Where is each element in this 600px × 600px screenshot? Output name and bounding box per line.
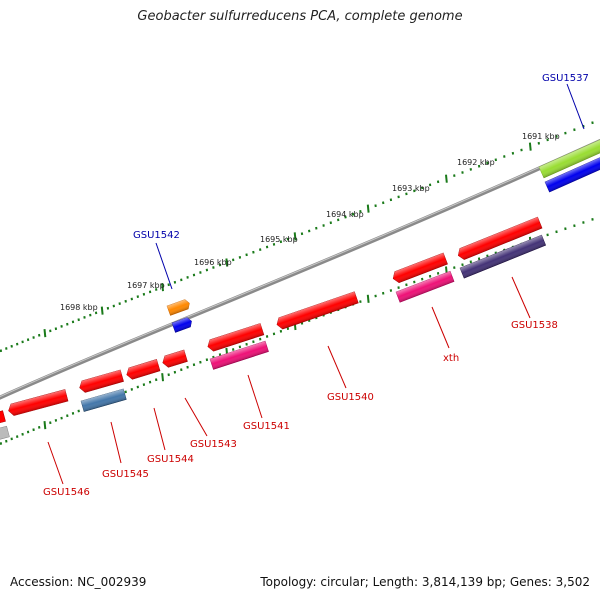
major-tick [161, 373, 164, 382]
gene-gsu1542[interactable] [166, 298, 191, 316]
gene-label-gsu1543[interactable]: GSU1543 [190, 439, 237, 450]
major-tick [225, 258, 229, 267]
gene-gsu1545[interactable] [78, 369, 124, 394]
tick-labels: 1691 kbp 1692 kbp 1693 kbp 1694 kbp 1695… [60, 132, 560, 312]
gene-gsu1541-b[interactable] [209, 340, 269, 370]
gene-gsu1537-b[interactable] [544, 154, 600, 193]
gene-gsu1537[interactable] [538, 137, 600, 179]
major-tick [293, 232, 297, 241]
gene-label-gsu1538[interactable]: GSU1538 [511, 320, 558, 331]
gene-label-xth[interactable]: xth [443, 353, 459, 364]
gene-xth[interactable] [391, 252, 448, 284]
leader-gsu1541 [247, 374, 263, 419]
genome-summary-text: Topology: circular; Length: 3,814,139 bp… [260, 575, 590, 589]
genome-backbone-highlight [0, 139, 600, 398]
tick-label: 1691 kbp [522, 132, 560, 141]
major-tick [43, 421, 47, 430]
leader-gsu1537 [566, 83, 585, 130]
major-tick [161, 283, 164, 292]
tick-label: 1695 kbp [260, 235, 298, 244]
gene-label-gsu1537[interactable]: GSU1537 [542, 73, 589, 84]
leader-xth [431, 306, 450, 349]
label-leader-lines [47, 83, 585, 485]
tick-label: 1693 kbp [392, 184, 430, 193]
gene-label-gsu1544[interactable]: GSU1544 [147, 454, 194, 465]
tick-label: 1698 kbp [60, 303, 98, 312]
gene-gsu1545-b[interactable] [80, 388, 127, 412]
leader-gsu1546 [47, 441, 64, 485]
tick-label: 1696 kbp [194, 258, 232, 267]
gene-gsu1542-b[interactable] [171, 317, 193, 333]
gene-gsu1546[interactable] [7, 389, 69, 416]
gene-gsu1538[interactable] [456, 216, 543, 261]
accession-text: Accession: NC_002939 [10, 575, 147, 589]
major-tick [445, 174, 448, 183]
outer-scale-track [0, 121, 594, 353]
gene-gsu1547-b[interactable] [0, 425, 10, 440]
major-tick [366, 204, 370, 213]
major-tick [528, 142, 532, 151]
genome-title: Geobacter sulfurreducens PCA, complete g… [137, 9, 463, 24]
major-tick [43, 329, 47, 338]
gene-gsu1541[interactable] [206, 323, 265, 352]
major-tick [366, 294, 370, 303]
gene-gsu1547[interactable] [0, 410, 6, 424]
major-tick [100, 306, 104, 315]
genome-backbone [0, 138, 600, 400]
gene-gsu1543[interactable] [161, 349, 188, 368]
gene-labels: GSU1537 GSU1538 xth GSU1540 GSU1541 GSU1… [43, 73, 589, 498]
leader-gsu1545 [110, 421, 122, 464]
gene-gsu1538-b[interactable] [459, 234, 547, 279]
tick-label: 1692 kbp [457, 158, 495, 167]
leader-gsu1542 [155, 242, 173, 290]
inner-scale-track [0, 218, 594, 445]
gene-gsu1540[interactable] [275, 291, 359, 331]
gene-label-gsu1545[interactable]: GSU1545 [102, 469, 149, 480]
gene-features [0, 137, 600, 440]
gene-gsu1544[interactable] [125, 359, 161, 380]
leader-gsu1540 [327, 345, 347, 389]
tick-label: 1694 kbp [326, 210, 364, 219]
gene-label-gsu1540[interactable]: GSU1540 [327, 392, 374, 403]
gene-label-gsu1542[interactable]: GSU1542 [133, 230, 180, 241]
leader-gsu1543 [184, 397, 208, 437]
gene-label-gsu1541[interactable]: GSU1541 [243, 421, 290, 432]
gene-label-gsu1546[interactable]: GSU1546 [43, 487, 90, 498]
leader-gsu1544 [153, 407, 166, 451]
gene-xth-b[interactable] [395, 270, 455, 303]
leader-gsu1538 [511, 276, 531, 319]
tick-label: 1697 kbp [127, 281, 165, 290]
